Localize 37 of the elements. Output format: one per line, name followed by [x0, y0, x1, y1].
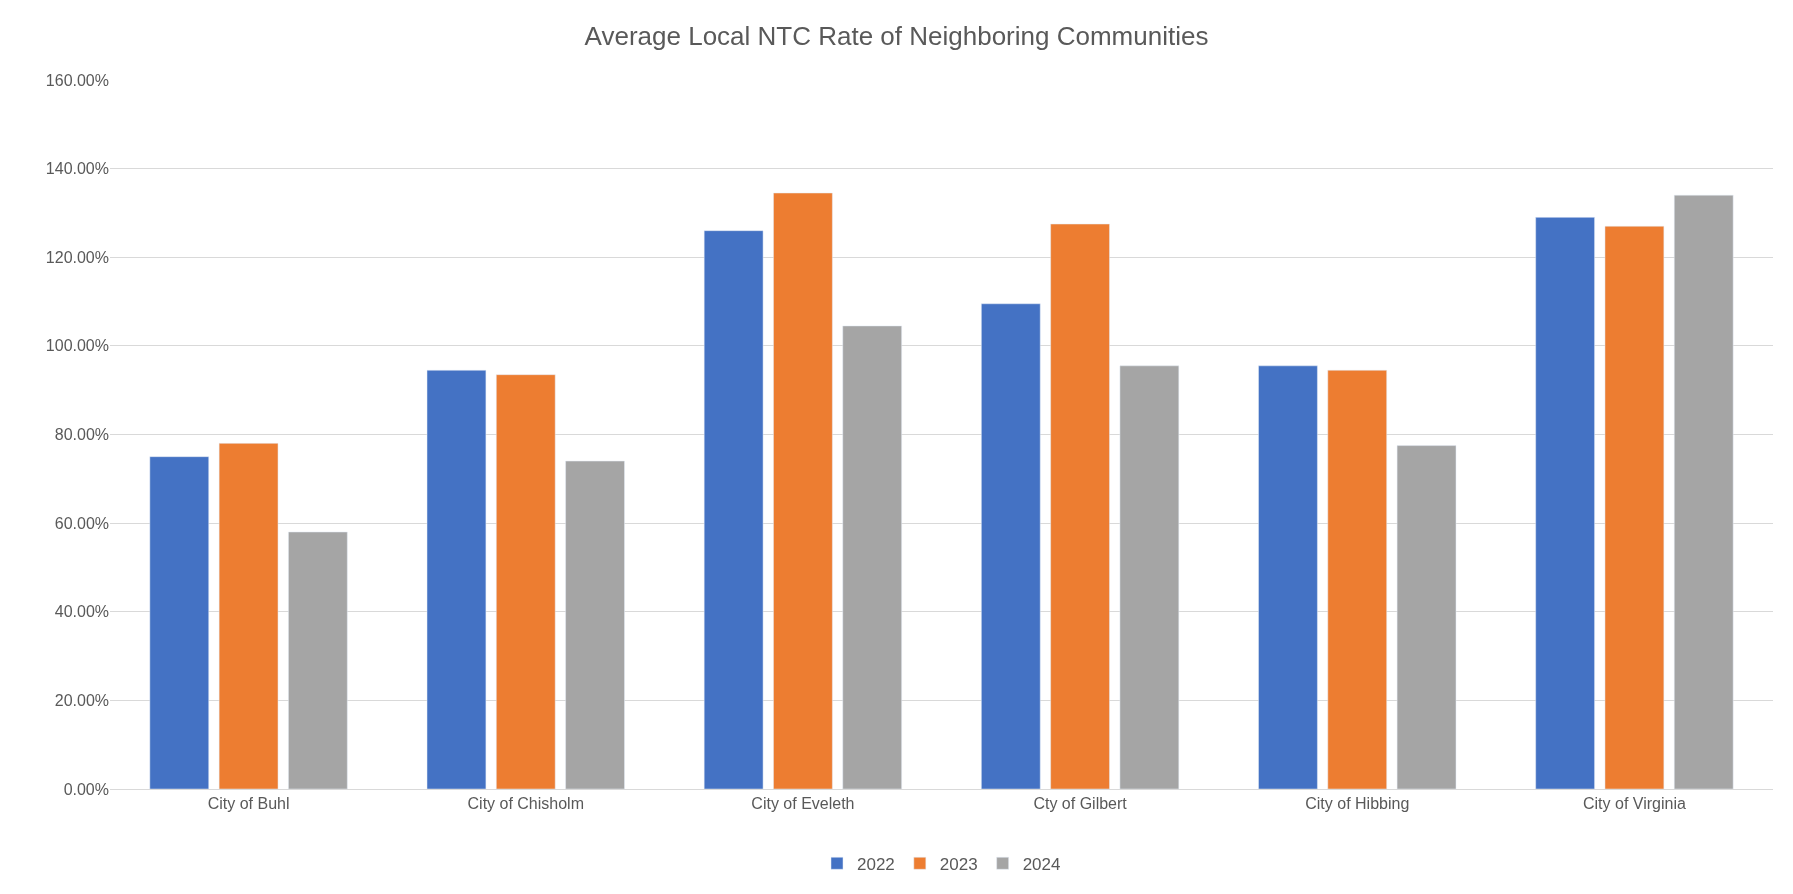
bar — [288, 531, 348, 789]
y-tick-label: 0.00% — [63, 780, 109, 798]
bar — [1396, 445, 1457, 789]
y-tick-label: 60.00% — [54, 514, 109, 532]
bar — [426, 370, 487, 789]
y-tick-label: 160.00% — [45, 71, 109, 89]
x-tick-label: City of Buhl — [207, 795, 290, 813]
bar — [565, 460, 625, 789]
bar — [496, 374, 556, 789]
y-tick-label: 40.00% — [54, 603, 109, 621]
x-tick-label: City of Eveleth — [751, 795, 855, 813]
x-tick-label: Cty of Gilbert — [1033, 795, 1128, 813]
legend-label: 2023 — [939, 854, 978, 874]
bar — [1258, 365, 1318, 789]
bar — [1604, 225, 1665, 789]
bar — [842, 325, 902, 789]
bar — [703, 230, 764, 789]
bar — [1535, 217, 1595, 789]
legend-label: 2024 — [1022, 854, 1061, 874]
bar — [1674, 194, 1734, 789]
legend-label: 2022 — [857, 854, 895, 874]
y-tick-label: 140.00% — [45, 160, 109, 178]
bar — [149, 456, 209, 789]
y-tick-label: 100.00% — [45, 337, 109, 355]
x-tick-label: City of Virginia — [1582, 795, 1686, 813]
bar — [1327, 370, 1387, 789]
x-tick-label: City of Chisholm — [467, 795, 584, 813]
bar — [1050, 223, 1110, 789]
x-tick-label: City of Hibbing — [1305, 795, 1410, 813]
bar — [218, 443, 279, 789]
bar — [773, 192, 833, 789]
y-tick-label: 80.00% — [54, 426, 109, 444]
y-tick-label: 120.00% — [45, 248, 109, 266]
bar — [981, 303, 1041, 789]
chart-title: Average Local NTC Rate of Neighboring Communities — [584, 21, 1209, 52]
bar — [1119, 365, 1180, 789]
y-tick-label: 20.00% — [54, 691, 109, 709]
